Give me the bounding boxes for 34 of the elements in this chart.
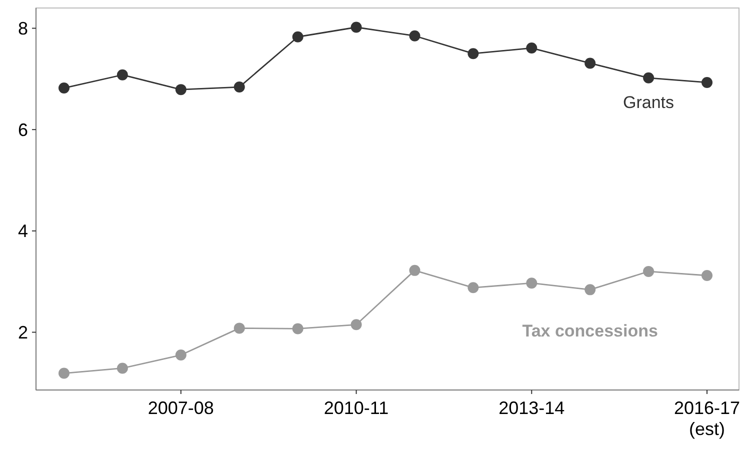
point [643, 266, 654, 277]
point [234, 322, 245, 334]
point [702, 76, 712, 88]
point [292, 323, 304, 334]
series-label: Tax concessions [522, 321, 658, 340]
point [526, 278, 538, 289]
point [350, 319, 362, 330]
point [292, 31, 304, 42]
point [643, 72, 654, 84]
x-tick-label: 2007-08 [148, 398, 214, 418]
x-tick-label: 2016-17 (est) [674, 398, 740, 439]
point [58, 82, 70, 94]
y-tick-label: 8 [18, 18, 28, 39]
point [116, 362, 128, 374]
y-tick-label: 6 [18, 120, 28, 140]
point [58, 368, 70, 379]
x-tick-label: 2013-14 [498, 398, 565, 418]
point [409, 264, 420, 276]
point [175, 350, 186, 361]
series-label: Grants [623, 92, 674, 112]
x-tick-label: 2010-11 [324, 398, 389, 418]
point [468, 48, 479, 60]
point [409, 30, 420, 42]
point [350, 22, 362, 33]
point [584, 58, 596, 69]
point [468, 282, 479, 294]
point [116, 69, 128, 80]
point [702, 270, 712, 281]
y-tick-label: 4 [18, 221, 28, 242]
y-tick-label: 2 [18, 322, 28, 343]
point [234, 82, 245, 93]
point [175, 84, 186, 96]
point [584, 284, 596, 296]
point [526, 42, 538, 54]
